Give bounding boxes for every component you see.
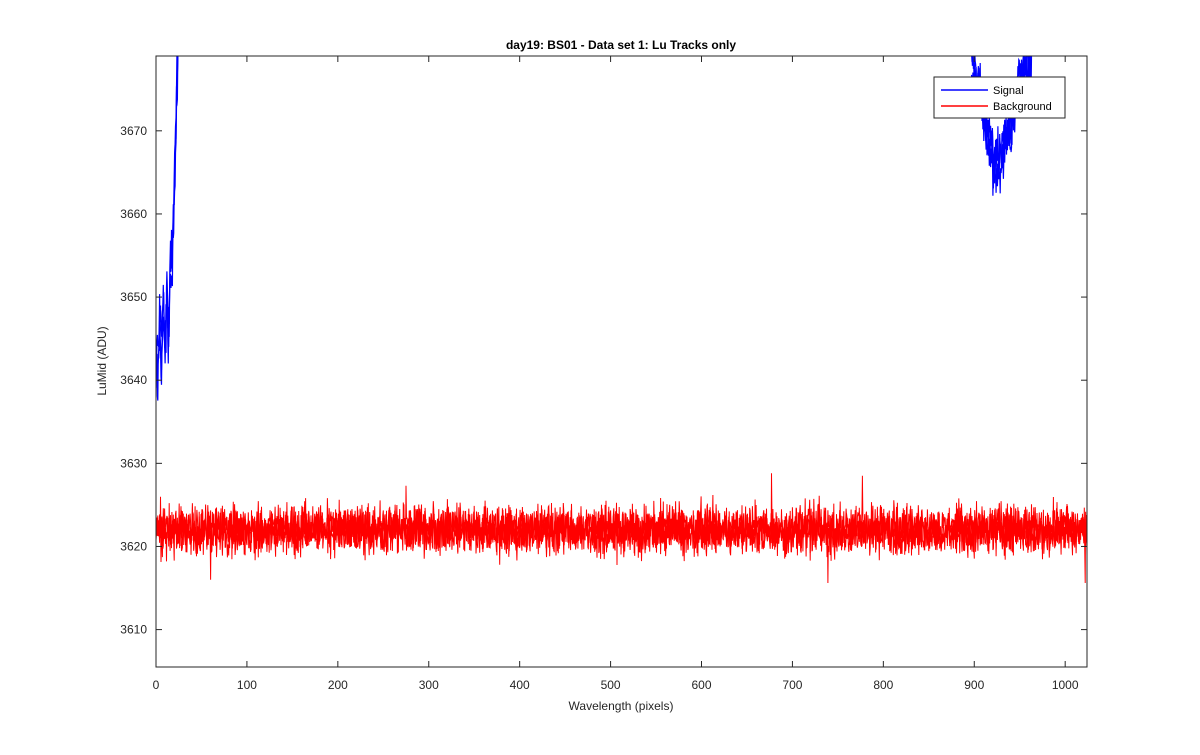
- y-tick-label: 3620: [120, 539, 147, 553]
- x-tick-label: 600: [691, 678, 711, 692]
- background-trace: [156, 497, 1087, 563]
- x-axis: 0 100 200 300 400 500 600 700 800 900 1000: [153, 56, 1079, 692]
- y-tick-label: 3640: [120, 373, 147, 387]
- x-tick-label: 0: [153, 678, 160, 692]
- y-axis-label: LuMid (ADU): [95, 326, 109, 395]
- y-tick-label: 3630: [120, 456, 147, 470]
- legend-box: [933, 76, 1066, 119]
- axes-background: [156, 56, 1087, 667]
- x-tick-label: 900: [964, 678, 984, 692]
- x-tick-label: 1000: [1052, 678, 1079, 692]
- signal-trace: [156, 56, 179, 370]
- x-axis-label: Wavelength (pixels): [569, 699, 674, 713]
- legend[interactable]: Signal Background: [933, 76, 1066, 119]
- chart-title: day19: BS01 - Data set 1: Lu Tracks only: [506, 38, 736, 52]
- legend-label-background: Background: [993, 101, 1052, 113]
- x-tick-label: 200: [328, 678, 348, 692]
- y-tick-label: 3610: [120, 623, 147, 637]
- y-tick-label: 3670: [120, 124, 147, 138]
- legend-label-signal: Signal: [993, 85, 1024, 97]
- y-tick-label: 3650: [120, 290, 147, 304]
- x-tick-label: 400: [510, 678, 530, 692]
- y-tick-label: 3660: [120, 207, 147, 221]
- y-axis: 3610 3620 3630 3640 3650 3660 3670: [120, 124, 1087, 637]
- x-tick-label: 800: [873, 678, 893, 692]
- x-tick-label: 300: [419, 678, 439, 692]
- x-tick-label: 700: [782, 678, 802, 692]
- axes-box: [155, 55, 1088, 668]
- x-tick-label: 100: [237, 678, 257, 692]
- x-tick-label: 500: [601, 678, 621, 692]
